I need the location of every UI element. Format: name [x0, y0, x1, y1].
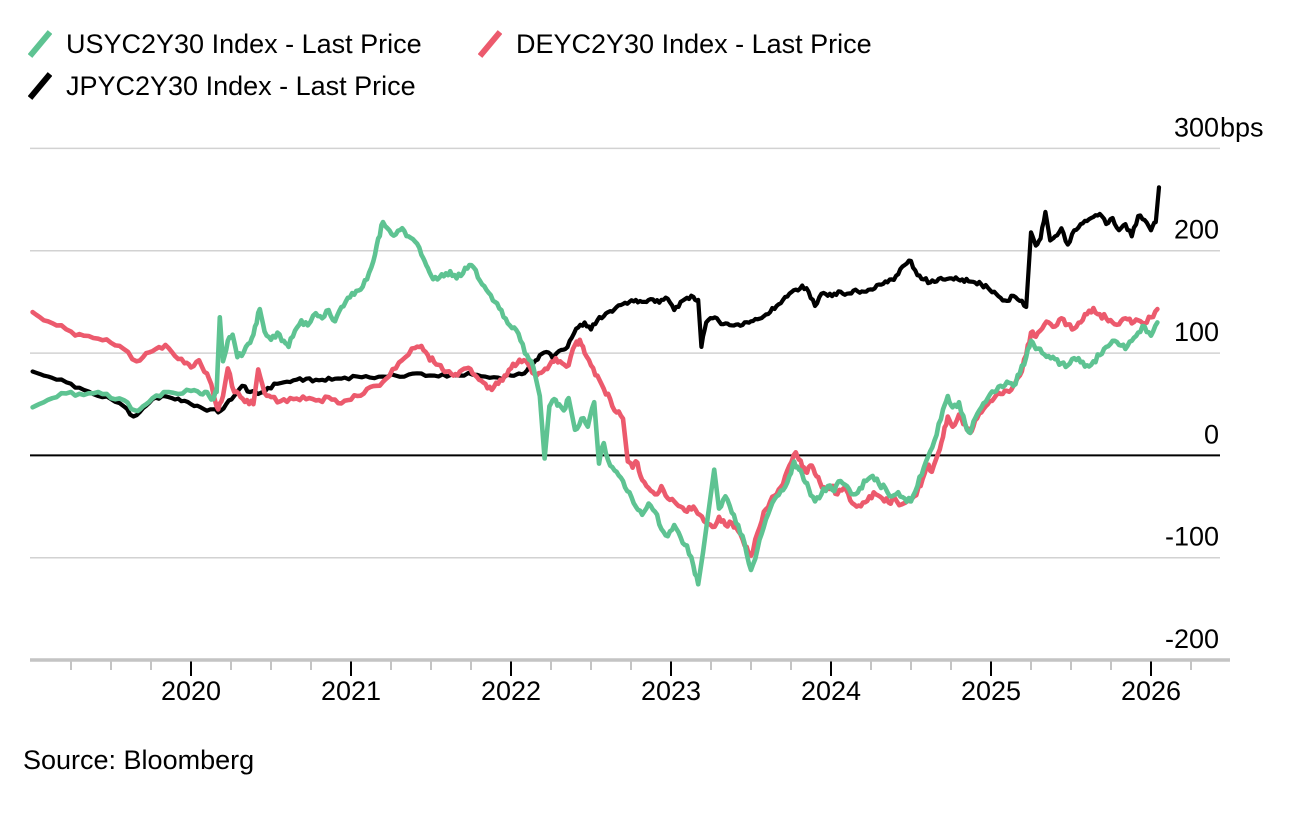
line-swatch-icon: [28, 72, 52, 100]
line-swatch-icon: [478, 30, 502, 58]
line-swatch-icon: [28, 30, 52, 58]
legend-label-usyc2y30: USYC2Y30 Index - Last Price: [66, 28, 422, 59]
source-note: Source: Bloomberg: [23, 745, 255, 775]
series-line-deyc2y30: [30, 305, 1160, 558]
legend-item-deyc2y30: DEYC2Y30 Index - Last Price: [478, 28, 872, 60]
x-axis-tick-label: 2020: [161, 676, 221, 706]
series-line-jpyc2y30: [30, 185, 1162, 419]
x-axis-tick-label: 2021: [321, 676, 381, 706]
x-axis-tick-label: 2022: [481, 676, 541, 706]
legend-item-usyc2y30: USYC2Y30 Index - Last Price: [28, 28, 422, 60]
legend-label-jpyc2y30: JPYC2Y30 Index - Last Price: [66, 70, 416, 101]
x-axis-tick-label: 2026: [1121, 676, 1181, 706]
y-axis-tick-label: 200: [1174, 215, 1219, 245]
legend-label-deyc2y30: DEYC2Y30 Index - Last Price: [516, 28, 872, 59]
y-axis-unit-label: bps: [1220, 112, 1264, 142]
x-axis-tick-label: 2023: [641, 676, 701, 706]
y-axis-tick-label: -100: [1165, 522, 1219, 552]
legend-item-jpyc2y30: JPYC2Y30 Index - Last Price: [28, 70, 416, 102]
x-axis-tick-label: 2025: [961, 676, 1021, 706]
y-axis-tick-label: 300: [1174, 112, 1219, 142]
x-axis-tick-label: 2024: [801, 676, 861, 706]
y-axis-tick-label: -200: [1165, 624, 1219, 654]
series-line-usyc2y30: [30, 219, 1160, 587]
legend: USYC2Y30 Index - Last Price DEYC2Y30 Ind…: [0, 0, 1302, 110]
y-axis-tick-label: 0: [1204, 419, 1219, 449]
y-axis-tick-label: 100: [1174, 317, 1219, 347]
